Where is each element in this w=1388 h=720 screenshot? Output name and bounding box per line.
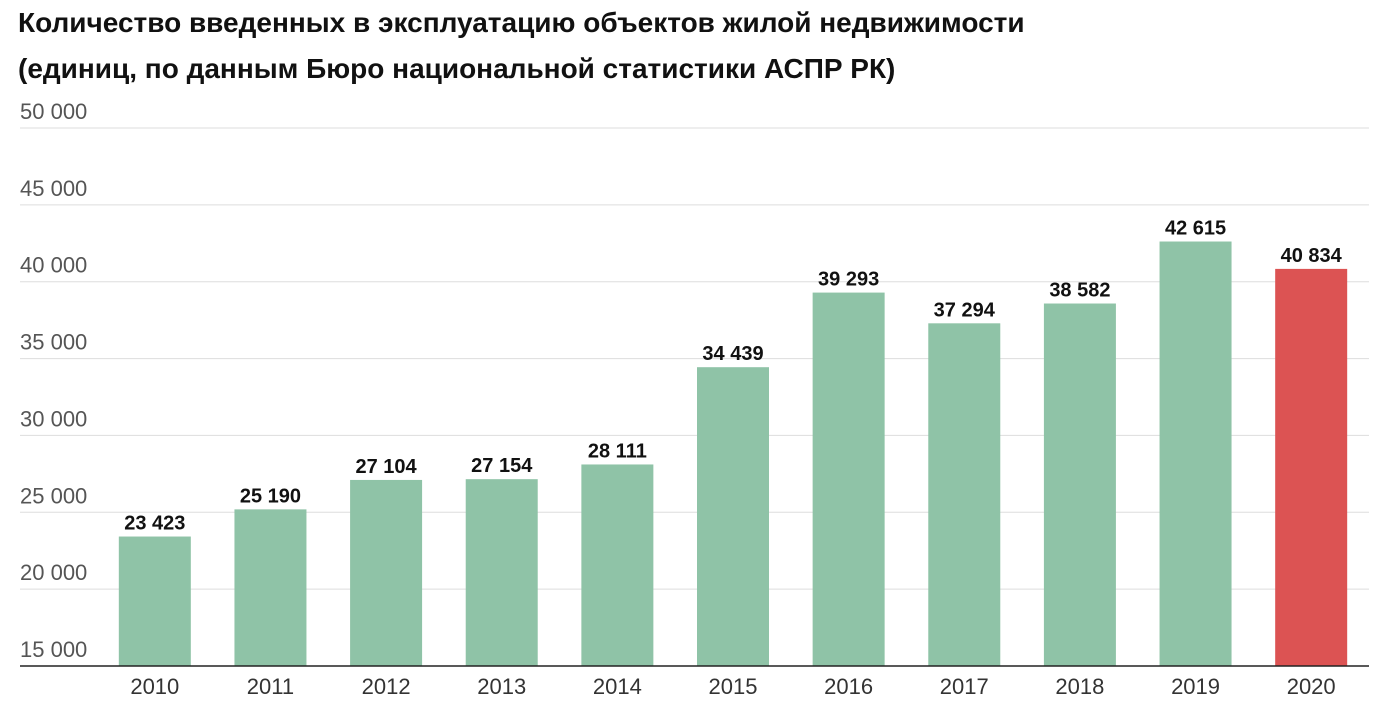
value-label-2014: 28 111	[588, 440, 647, 462]
x-tick-label-2015: 2015	[709, 674, 758, 699]
value-label-2020: 40 834	[1281, 245, 1343, 267]
y-tick-label-30000: 30 000	[20, 406, 87, 431]
x-tick-label-2014: 2014	[593, 674, 642, 699]
chart-title: Количество введенных в эксплуатацию объе…	[18, 0, 1025, 92]
x-tick-label-2020: 2020	[1287, 674, 1336, 699]
bar-2015	[697, 367, 769, 666]
bar-2014	[581, 464, 654, 666]
y-tick-label-40000: 40 000	[20, 253, 87, 278]
x-tick-label-2019: 2019	[1171, 674, 1220, 699]
x-tick-label-2018: 2018	[1055, 674, 1104, 699]
y-tick-label-15000: 15 000	[20, 637, 87, 662]
x-tick-label-2016: 2016	[824, 674, 873, 699]
y-axis-tick-labels: 50 000 45 000 40 000 35 000 30 000 25 000 20 0…	[20, 99, 87, 662]
value-label-2019: 42 615	[1165, 218, 1226, 240]
y-tick-label-25000: 25 000	[20, 483, 87, 508]
x-tick-label-2017: 2017	[940, 674, 989, 699]
bar-2012	[350, 479, 423, 666]
bar-2010	[118, 536, 191, 666]
value-label-2010: 23 423	[124, 513, 185, 535]
x-tick-label-2010: 2010	[130, 674, 179, 699]
x-tick-label-2012: 2012	[362, 674, 411, 699]
chart-subtitle-line: (единиц, по данным Бюро национальной ста…	[18, 53, 896, 84]
bar-2018	[1043, 303, 1116, 666]
value-label-2016: 39 293	[818, 269, 879, 291]
bar-2019	[1159, 241, 1232, 666]
value-label-2012: 27 104	[356, 456, 418, 478]
x-tick-label-2011: 2011	[247, 674, 294, 699]
y-tick-label-50000: 50 000	[20, 99, 87, 124]
value-label-2015: 34 439	[702, 343, 763, 365]
bar-2017	[928, 323, 1001, 666]
bar-2013	[465, 479, 538, 666]
x-axis-tick-labels: 2010 2011 2012 2013 2014 2015 2016 2017 2018 2019…	[130, 674, 1335, 699]
chart-title-line: Количество введенных в эксплуатацию объе…	[18, 7, 1025, 38]
bar-2016	[812, 292, 885, 666]
y-tick-label-45000: 45 000	[20, 176, 87, 201]
bar-2011	[234, 509, 307, 666]
value-label-2018: 38 582	[1049, 280, 1110, 302]
y-tick-label-35000: 35 000	[20, 330, 87, 355]
value-label-2013: 27 154	[471, 455, 533, 477]
bars	[118, 241, 1348, 666]
value-labels: 23 423 25 190 27 104 27 154 28 111 34 439 39 2…	[124, 218, 1342, 535]
value-label-2011: 25 190	[240, 485, 301, 507]
value-label-2017: 37 294	[934, 299, 996, 321]
x-tick-label-2013: 2013	[477, 674, 526, 699]
bar-2020	[1275, 268, 1348, 666]
y-tick-label-20000: 20 000	[20, 560, 87, 585]
